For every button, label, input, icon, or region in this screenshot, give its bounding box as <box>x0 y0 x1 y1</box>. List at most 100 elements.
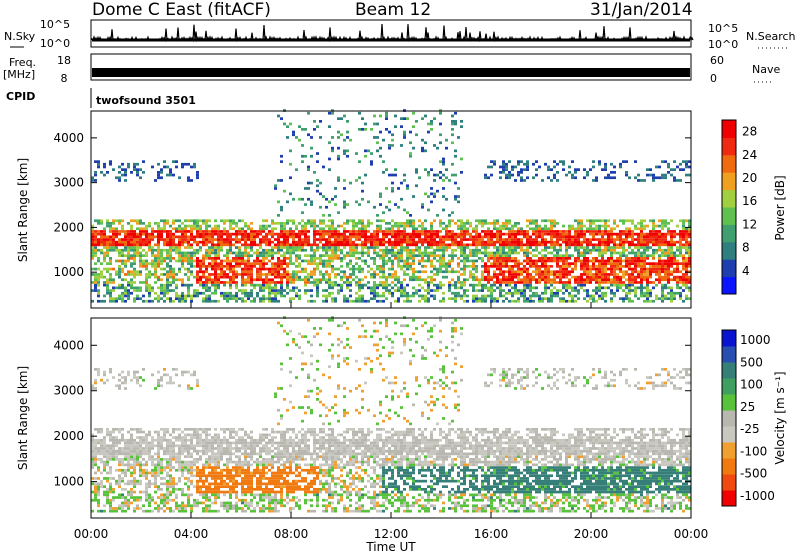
power-cell <box>574 232 577 236</box>
power-cell <box>406 294 409 298</box>
power-cell <box>331 281 334 284</box>
power-cell <box>463 273 466 276</box>
power-cell <box>523 283 526 287</box>
power-cell <box>265 278 268 282</box>
power-cell <box>430 187 433 190</box>
power-cell <box>433 219 436 223</box>
power-cell <box>367 230 370 233</box>
power-cell <box>403 291 406 295</box>
power-cell <box>613 248 616 252</box>
power-cell <box>199 275 202 279</box>
power-cell <box>637 273 640 276</box>
power-cell <box>676 281 679 284</box>
power-cell <box>652 176 655 180</box>
power-cell <box>265 275 268 279</box>
power-cell <box>499 238 502 241</box>
power-cell <box>610 297 613 300</box>
velocity-cell <box>112 509 115 513</box>
power-cell <box>310 243 313 247</box>
power-cell <box>148 246 151 249</box>
power-cell <box>223 265 226 268</box>
power-cell <box>220 248 223 252</box>
power-cell <box>124 286 127 290</box>
velocity-cell <box>97 373 100 377</box>
power-cell <box>208 232 211 236</box>
power-cell <box>382 286 385 290</box>
power-cell <box>340 240 343 244</box>
power-cell <box>313 235 316 239</box>
power-cell <box>610 291 613 295</box>
power-cell <box>214 230 217 233</box>
power-cell <box>403 262 406 265</box>
power-cell <box>490 278 493 282</box>
power-cell <box>121 294 124 298</box>
power-cell <box>244 232 247 236</box>
power-cell <box>634 257 637 260</box>
power-cell <box>292 251 295 255</box>
power-cell <box>523 243 526 247</box>
power-cell <box>382 254 385 257</box>
power-cell <box>376 267 379 271</box>
power-cell <box>628 281 631 284</box>
power-cell <box>313 243 316 247</box>
power-cell <box>94 273 97 276</box>
power-cell <box>382 262 385 265</box>
power-cell <box>271 297 274 300</box>
power-cell <box>565 286 568 290</box>
power-cell <box>328 262 331 265</box>
power-cell <box>94 160 97 163</box>
power-cell <box>676 246 679 249</box>
power-cell <box>673 251 676 255</box>
power-cell <box>145 227 148 231</box>
power-cell <box>244 251 247 255</box>
power-cell <box>205 265 208 268</box>
power-cell <box>328 286 331 290</box>
velocity-cell <box>121 438 124 442</box>
power-cell <box>190 299 193 303</box>
power-cell <box>478 232 481 236</box>
power-cell <box>586 265 589 268</box>
power-cell <box>349 289 352 292</box>
power-cell <box>451 128 454 131</box>
power-cell <box>640 232 643 236</box>
power-cell <box>208 254 211 257</box>
power-cell <box>616 232 619 236</box>
power-cell <box>517 259 520 263</box>
power-cell <box>337 248 340 252</box>
power-cell <box>652 230 655 233</box>
power-cell <box>376 243 379 247</box>
power-cell <box>223 275 226 279</box>
power-cell <box>535 230 538 233</box>
power-cell <box>538 235 541 239</box>
power-cell <box>673 278 676 282</box>
power-cell <box>430 222 433 225</box>
power-cell <box>619 162 622 166</box>
power-cell <box>688 251 691 255</box>
power-cell <box>517 289 520 292</box>
power-cell <box>112 230 115 233</box>
power-cell <box>550 219 553 223</box>
power-cell <box>325 281 328 284</box>
power-cell <box>109 281 112 284</box>
power-cell <box>421 149 424 153</box>
power-cell <box>604 243 607 247</box>
power-cell <box>244 259 247 263</box>
power-cell <box>508 251 511 255</box>
power-cell <box>97 278 100 282</box>
power-cell <box>553 248 556 252</box>
power-cell <box>643 267 646 271</box>
power-cell <box>256 262 259 265</box>
power-cell <box>580 275 583 279</box>
power-cell <box>91 281 94 284</box>
power-cell <box>613 171 616 174</box>
power-cell <box>211 227 214 231</box>
power-cell <box>328 246 331 249</box>
power-cell <box>565 275 568 279</box>
power-cell <box>460 230 463 233</box>
power-cell <box>568 232 571 236</box>
power-cell <box>265 286 268 290</box>
power-cell <box>535 262 538 265</box>
power-cell <box>538 278 541 282</box>
power-cell <box>127 254 130 257</box>
